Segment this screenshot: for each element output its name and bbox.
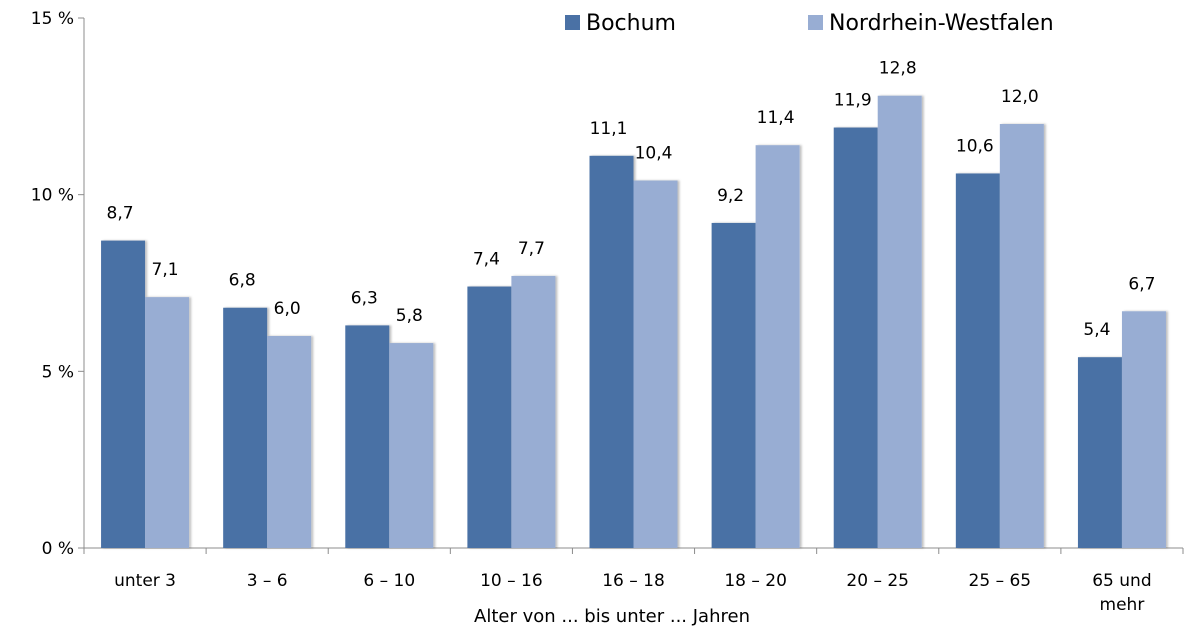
x-tick-label: 10 – 16 — [480, 571, 543, 591]
bar-nrw — [511, 275, 556, 548]
bar-bochum — [467, 286, 512, 548]
data-label: 12,0 — [1001, 87, 1039, 107]
x-tick-label: 20 – 25 — [846, 571, 909, 591]
data-label: 6,0 — [274, 299, 301, 319]
data-label: 7,7 — [518, 239, 545, 259]
data-label: 11,1 — [590, 119, 628, 139]
data-label: 11,4 — [757, 108, 795, 128]
bar-nrw — [145, 297, 190, 548]
bar-nrw — [1121, 311, 1166, 548]
data-label: 10,4 — [635, 144, 673, 164]
bars — [101, 95, 1166, 549]
x-tick-label: 18 – 20 — [724, 571, 787, 591]
x-tick-label: unter 3 — [114, 571, 176, 591]
bar-bochum — [1077, 357, 1122, 548]
legend-label: Bochum — [586, 11, 676, 36]
data-labels: 8,7 7,1 6,8 6,0 6,3 5,8 7,4 7,7 11,1 10,4 9,2 11,4 1… — [107, 59, 1156, 340]
bar-bochum — [589, 155, 634, 549]
data-label: 7,1 — [152, 260, 179, 280]
bar-bochum — [955, 173, 1000, 548]
bar-bochum — [833, 127, 878, 549]
y-tick-label: 0 % — [42, 539, 74, 559]
data-label: 6,8 — [229, 271, 256, 291]
x-tick-label: 6 – 10 — [363, 571, 415, 591]
bar-nrw — [755, 145, 800, 548]
y-tick-label: 10 % — [31, 186, 74, 206]
data-label: 11,9 — [834, 91, 872, 111]
data-label: 6,3 — [351, 288, 378, 308]
x-tick-label: 25 – 65 — [969, 571, 1032, 591]
data-label: 9,2 — [717, 186, 744, 206]
x-tick-label: 3 – 6 — [247, 571, 288, 591]
data-label: 12,8 — [879, 59, 917, 79]
y-tick-label: 5 % — [42, 362, 74, 382]
bar-bochum — [711, 222, 756, 548]
x-axis: unter 3 3 – 6 6 – 10 10 – 16 16 – 18 18 – 20 2… — [83, 547, 1184, 615]
x-tick-label: 65 und mehr — [1092, 571, 1151, 615]
bar-bochum — [345, 325, 390, 548]
data-label: 8,7 — [107, 204, 134, 224]
bar-bochum — [223, 307, 268, 548]
legend-label: Nordrhein-Westfalen — [829, 11, 1054, 36]
y-tick-label: 15 % — [31, 9, 74, 29]
bar-nrw — [389, 343, 434, 548]
data-label: 5,8 — [396, 306, 423, 326]
bar-nrw — [633, 180, 678, 549]
bar-nrw — [999, 124, 1044, 548]
data-label: 5,4 — [1083, 320, 1110, 340]
data-label: 10,6 — [956, 136, 994, 156]
legend-swatch — [808, 15, 823, 30]
bar-bochum — [101, 240, 146, 548]
y-axis: 0 % 5 % 10 % 15 % — [31, 9, 85, 559]
legend-swatch — [565, 15, 580, 30]
data-label: 6,7 — [1128, 274, 1155, 294]
bar-nrw — [267, 336, 312, 548]
bar-nrw — [877, 95, 922, 548]
x-axis-title: Alter von ... bis unter ... Jahren — [474, 606, 750, 626]
x-tick-label: 16 – 18 — [602, 571, 665, 591]
legend: Bochum Nordrhein-Westfalen — [565, 11, 1054, 36]
data-label: 7,4 — [473, 250, 500, 270]
